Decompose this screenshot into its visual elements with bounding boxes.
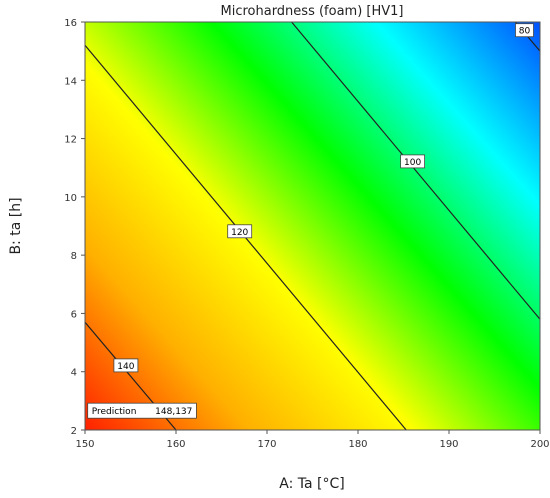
contour-labels: 140 120 100 80 bbox=[113, 23, 534, 373]
x-tick-label: 160 bbox=[166, 439, 185, 450]
contour-line-100 bbox=[291, 21, 541, 320]
y-tick-label: 6 bbox=[71, 309, 77, 320]
contour-label-box-120 bbox=[227, 224, 253, 239]
y-tick-label: 8 bbox=[71, 251, 77, 262]
prediction-box bbox=[87, 402, 197, 419]
prediction-value: 148,137 bbox=[155, 407, 192, 417]
plot-area bbox=[85, 22, 540, 430]
plot-frame bbox=[84, 21, 541, 431]
contour-label-80: 80 bbox=[519, 27, 531, 37]
y-tick-label: 14 bbox=[64, 76, 77, 87]
y-tick-label: 12 bbox=[64, 135, 77, 146]
y-axis-ticks: 2 4 6 8 10 12 14 16 bbox=[64, 18, 85, 437]
contour-label-box-140 bbox=[113, 358, 139, 373]
contour-label-120: 120 bbox=[231, 228, 248, 238]
y-tick-label: 16 bbox=[64, 18, 77, 29]
x-tick-label: 200 bbox=[530, 439, 549, 450]
y-tick-label: 4 bbox=[71, 368, 77, 379]
chart-title: Microhardness (foam) [HV1] bbox=[221, 4, 404, 19]
x-tick-label: 190 bbox=[439, 439, 458, 450]
x-tick-label: 150 bbox=[75, 439, 94, 450]
x-tick-label: 180 bbox=[348, 439, 367, 450]
x-axis-title: A: Ta [°C] bbox=[279, 476, 344, 492]
y-tick-label: 10 bbox=[64, 193, 77, 204]
contour-label-100: 100 bbox=[404, 158, 421, 168]
contour-label-140: 140 bbox=[117, 362, 134, 372]
contour-label-box-100 bbox=[400, 154, 426, 169]
prediction-label: Prediction bbox=[92, 407, 137, 417]
x-axis-ticks: 150 160 170 180 190 200 bbox=[75, 430, 550, 450]
x-tick-label: 170 bbox=[257, 439, 276, 450]
y-tick-label: 2 bbox=[71, 426, 77, 437]
y-axis-title: B: ta [h] bbox=[8, 197, 24, 254]
prediction-marker: Prediction 148,137 bbox=[87, 402, 197, 419]
contour-label-box-80 bbox=[515, 23, 534, 38]
